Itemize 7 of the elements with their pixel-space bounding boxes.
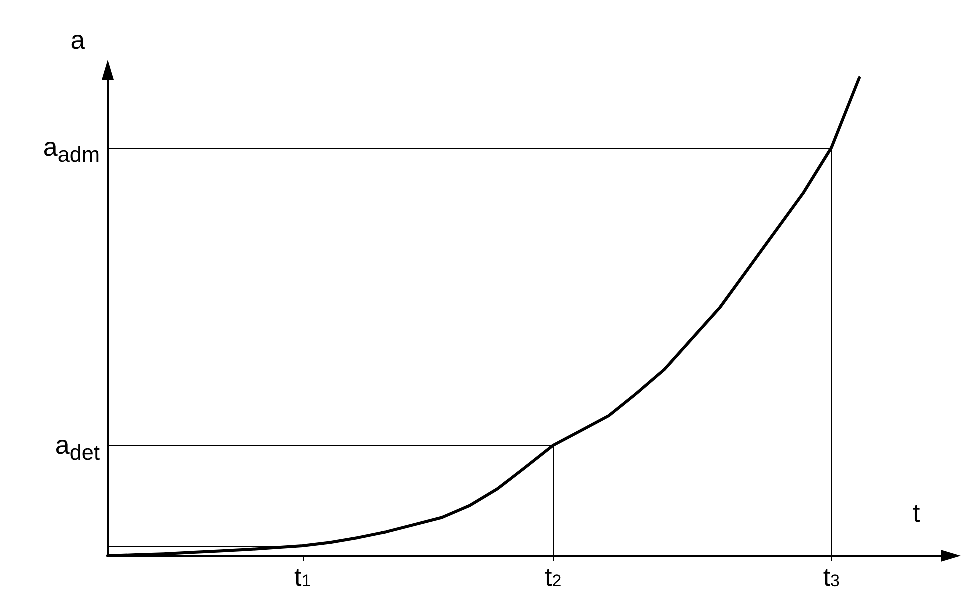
x-tick-label: t2	[544, 562, 562, 592]
x-axis-title: t	[913, 498, 921, 528]
x-tick-label: t1	[294, 562, 312, 592]
x-tick-label: t3	[823, 562, 840, 592]
ref-line-label: a$_{adm}$	[43, 132, 100, 169]
ref-line-label: a$_{det}$	[55, 430, 100, 467]
y-axis-title: a	[70, 25, 86, 55]
